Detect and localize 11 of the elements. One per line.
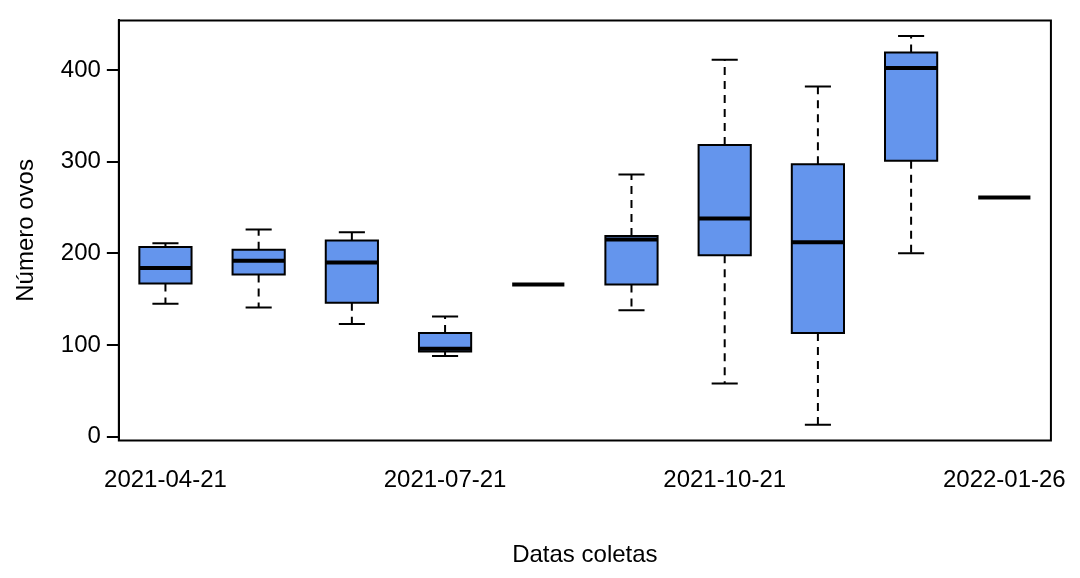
y-tick-label: 200	[60, 237, 101, 265]
y-tick-label: 300	[60, 146, 101, 174]
y-axis-title: Número ovos	[11, 159, 39, 302]
x-tick-label: 2022-01-26	[942, 465, 1066, 493]
x-axis-title: Datas coletas	[512, 540, 658, 568]
y-tick-label: 100	[60, 329, 101, 357]
x-tick-label: 2021-10-21	[663, 465, 787, 493]
y-tick-label: 400	[60, 54, 101, 82]
y-tick-label: 0	[87, 421, 101, 449]
x-tick-label: 2021-04-21	[104, 465, 227, 493]
x-tick-label: 2021-07-21	[383, 465, 507, 493]
